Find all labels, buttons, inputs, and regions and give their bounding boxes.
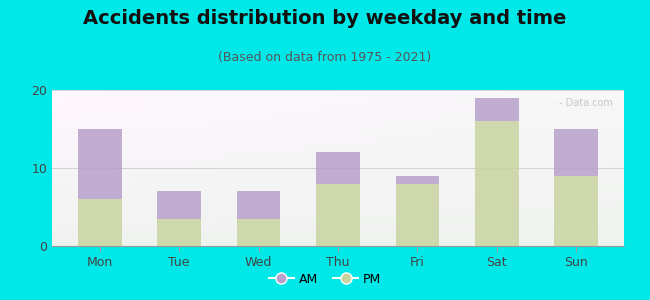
Bar: [78, 129, 122, 199]
Text: (Based on data from 1975 - 2021): (Based on data from 1975 - 2021): [218, 51, 432, 64]
Bar: [554, 129, 598, 176]
Bar: [396, 184, 439, 246]
Bar: [157, 191, 201, 219]
Text: - Data.com: - Data.com: [559, 98, 612, 108]
Bar: [554, 176, 598, 246]
Legend: AM, PM: AM, PM: [264, 268, 386, 291]
Bar: [78, 199, 122, 246]
Bar: [237, 219, 280, 246]
Bar: [475, 98, 519, 121]
Bar: [157, 219, 201, 246]
Bar: [316, 152, 360, 184]
Bar: [237, 191, 280, 219]
Bar: [316, 184, 360, 246]
Bar: [475, 121, 519, 246]
Text: Accidents distribution by weekday and time: Accidents distribution by weekday and ti…: [83, 9, 567, 28]
Bar: [396, 176, 439, 184]
